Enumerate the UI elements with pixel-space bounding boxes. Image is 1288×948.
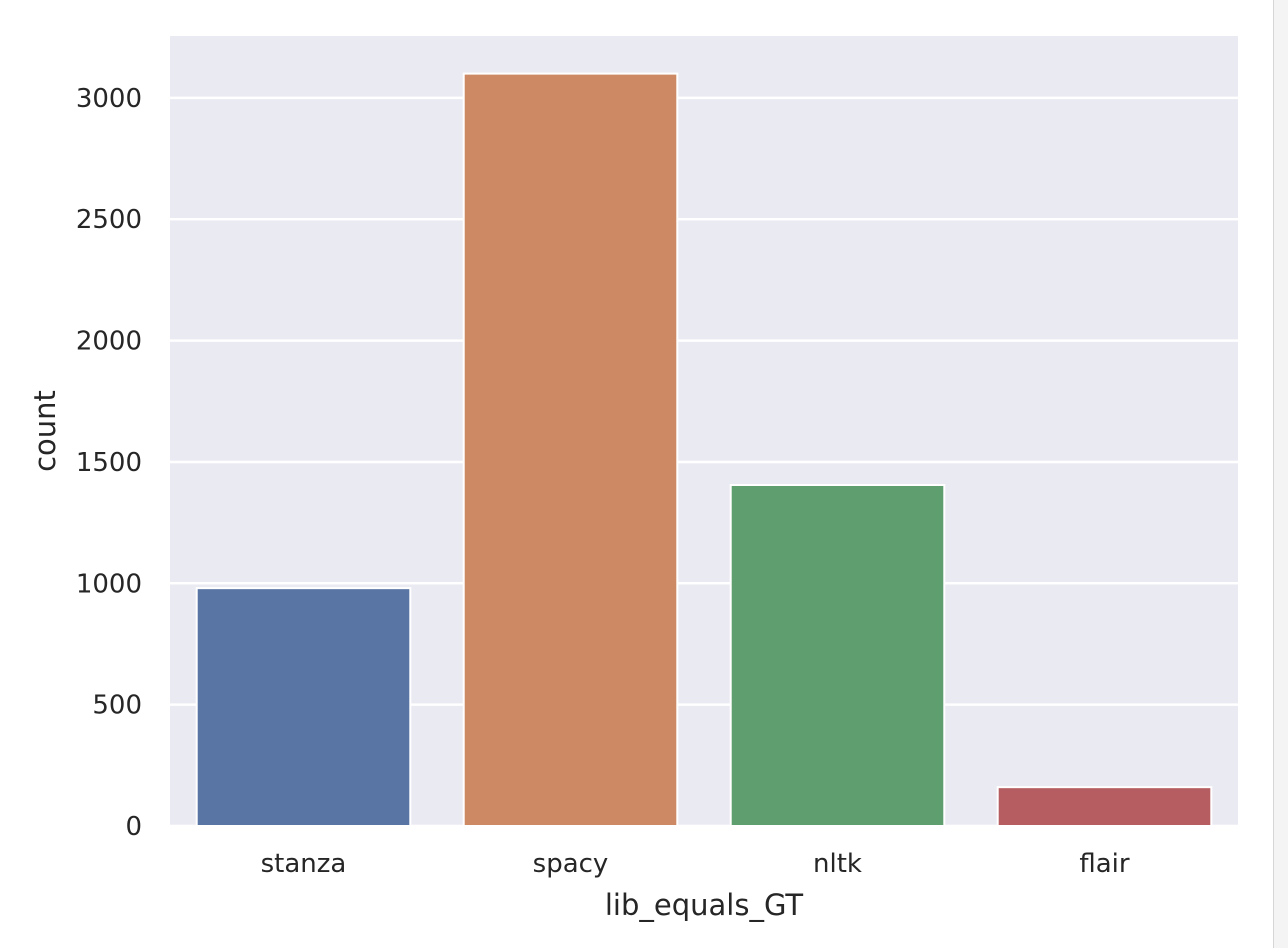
bar-flair [996, 786, 1213, 827]
x-tick-label: stanza [261, 849, 347, 879]
x-axis-label: lib_equals_GT [605, 888, 804, 922]
y-tick-label: 3000 [76, 84, 142, 114]
y-tick-label: 2500 [76, 205, 142, 235]
y-axis-ticks: 0 500 1000 1500 2000 2500 3000 [76, 84, 142, 842]
x-tick-label: nltk [813, 849, 862, 879]
bar-nltk [729, 484, 946, 827]
y-tick-label: 500 [92, 691, 142, 721]
x-tick-label: spacy [533, 849, 609, 879]
x-tick-label: flair [1079, 849, 1130, 879]
y-tick-label: 2000 [76, 327, 142, 357]
y-tick-label: 1500 [76, 448, 142, 478]
y-tick-label: 0 [125, 812, 142, 842]
y-axis-label: count [28, 390, 62, 472]
x-axis-ticks: stanza spacy nltk flair [261, 849, 1130, 879]
y-tick-label: 1000 [76, 569, 142, 599]
bar-stanza [195, 587, 412, 827]
scrollbar[interactable] [1273, 0, 1288, 948]
bar-spacy [462, 72, 679, 828]
bars [195, 72, 1213, 828]
